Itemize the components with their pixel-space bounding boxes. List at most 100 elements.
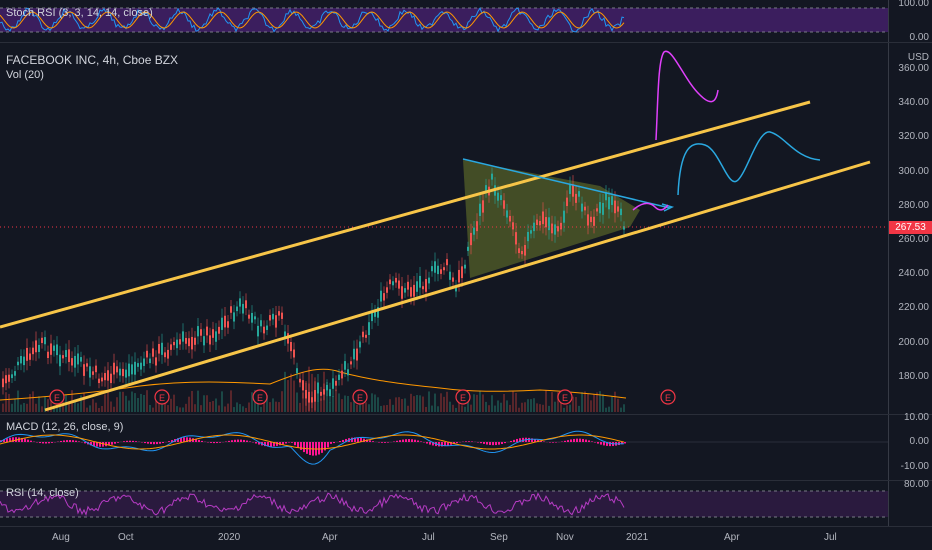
macd-hist-bar — [426, 442, 428, 444]
macd-hist-bar — [552, 442, 554, 443]
volume-bar — [209, 401, 211, 412]
candle-body — [605, 192, 607, 201]
price-axis[interactable]: USD 360.00 340.00 320.00 300.00 280.00 260.00… — [888, 43, 932, 414]
macd-hist-bar — [258, 442, 260, 445]
macd-hist-bar — [282, 442, 284, 445]
earnings-marker[interactable]: E — [154, 389, 170, 405]
macd-hist-bar — [198, 439, 200, 442]
candle-body — [380, 290, 382, 302]
volume-bar — [149, 404, 151, 412]
price-pane[interactable]: E E E E E E E FACEBOOK INC, 4h, Cboe BZX Vol (… — [0, 43, 888, 414]
macd-axis[interactable]: 10.00 0.00 -10.00 — [888, 412, 932, 480]
candle-body — [566, 197, 568, 207]
volume-bar — [245, 407, 247, 412]
time-axis[interactable]: Aug Oct 2020 Apr Jul Sep Nov 2021 Apr Ju… — [0, 527, 932, 550]
stoch-rsi-label[interactable]: Stoch RSI (3, 3, 14, 14, close) — [6, 7, 153, 19]
stoch-d-line — [0, 11, 625, 29]
volume-bar — [623, 404, 625, 412]
volume-bar — [113, 406, 115, 412]
earnings-marker[interactable]: E — [252, 389, 268, 405]
macd-hist-bar — [516, 438, 518, 442]
macd-hist-bar — [582, 438, 584, 442]
candle-body — [608, 197, 610, 210]
price-tick: 280.00 — [898, 199, 929, 211]
candle-body — [260, 320, 262, 327]
macd-hist-bar — [96, 442, 98, 447]
volume-bar — [398, 397, 400, 412]
chart-title[interactable]: FACEBOOK INC, 4h, Cboe BZX — [6, 53, 179, 67]
candle-body — [107, 370, 109, 381]
candle-body — [344, 361, 346, 370]
channel-upper-line[interactable] — [0, 100, 811, 329]
pane-separator[interactable] — [0, 480, 932, 481]
candle-body — [98, 378, 100, 384]
volume-label[interactable]: Vol (20) — [6, 69, 44, 81]
macd-hist-bar — [267, 442, 269, 447]
volume-bar — [260, 406, 262, 412]
volume-bar — [218, 405, 220, 412]
candle-body — [83, 364, 85, 376]
earnings-marker[interactable]: E — [49, 389, 65, 405]
volume-bar — [413, 396, 415, 412]
macd-label[interactable]: MACD (12, 26, close, 9) — [6, 421, 124, 433]
channel-lower-line[interactable] — [44, 160, 871, 412]
rsi-pane[interactable]: RSI (14, close) — [0, 481, 888, 526]
candle-body — [557, 226, 559, 232]
candle-body — [251, 312, 253, 323]
macd-hist-bar — [177, 438, 179, 442]
volume-bar — [203, 395, 205, 412]
macd-hist-bar — [480, 442, 482, 444]
pane-separator[interactable] — [0, 42, 932, 43]
earnings-marker[interactable]: E — [660, 389, 676, 405]
rsi-label[interactable]: RSI (14, close) — [6, 487, 79, 499]
volume-bar — [539, 404, 541, 412]
macd-hist-bar — [156, 442, 158, 445]
volume-bar — [407, 405, 409, 412]
candle-body — [77, 353, 79, 365]
volume-bar — [593, 394, 595, 412]
pane-separator[interactable] — [0, 526, 932, 527]
candle-body — [509, 215, 511, 222]
volume-bar — [296, 392, 298, 412]
macd-hist-bar — [594, 442, 596, 443]
macd-hist-bar — [624, 442, 626, 444]
volume-bar — [200, 405, 202, 412]
macd-hist-bar — [117, 442, 119, 443]
candle-body — [14, 371, 16, 376]
macd-hist-bar — [327, 442, 329, 448]
rsi-axis[interactable]: 80.00 — [888, 479, 932, 526]
pane-separator[interactable] — [0, 414, 932, 415]
earnings-marker[interactable]: E — [455, 389, 471, 405]
earnings-letter: E — [562, 393, 568, 403]
candle-body — [101, 377, 103, 382]
candle-body — [560, 222, 562, 230]
stoch-tick-0: 0.00 — [909, 32, 929, 43]
candle-body — [284, 331, 286, 340]
macd-hist-bar — [42, 442, 44, 444]
macd-pane[interactable]: MACD (12, 26, close, 9) — [0, 415, 888, 480]
stoch-axis[interactable]: 100.00 0.00 — [888, 0, 932, 43]
macd-hist-bar — [387, 442, 389, 443]
stoch-rsi-pane[interactable]: Stoch RSI (3, 3, 14, 14, close) — [0, 0, 888, 42]
macd-hist-bar — [93, 442, 95, 447]
triangle-top-line[interactable] — [462, 158, 671, 209]
candle-body — [374, 310, 376, 317]
macd-hist-bar — [600, 442, 602, 445]
volume-bar — [80, 395, 82, 412]
candle-body — [185, 337, 187, 344]
last-price-badge: 267.53 — [889, 221, 932, 234]
time-label-jul-2020: Jul — [422, 532, 435, 543]
stoch-k-line — [0, 7, 625, 33]
candle-body — [596, 208, 598, 212]
macd-hist-bar — [201, 440, 203, 442]
earnings-marker[interactable]: E — [557, 389, 573, 405]
candle-body — [212, 329, 214, 338]
macd-hist-bar — [3, 439, 5, 442]
macd-hist-bar — [504, 442, 506, 444]
volume-bar — [446, 391, 448, 412]
macd-hist-bar — [570, 439, 572, 442]
earnings-marker[interactable]: E — [352, 389, 368, 405]
volume-bar — [233, 407, 235, 412]
candle-body — [179, 339, 181, 345]
volume-bar — [518, 407, 520, 412]
